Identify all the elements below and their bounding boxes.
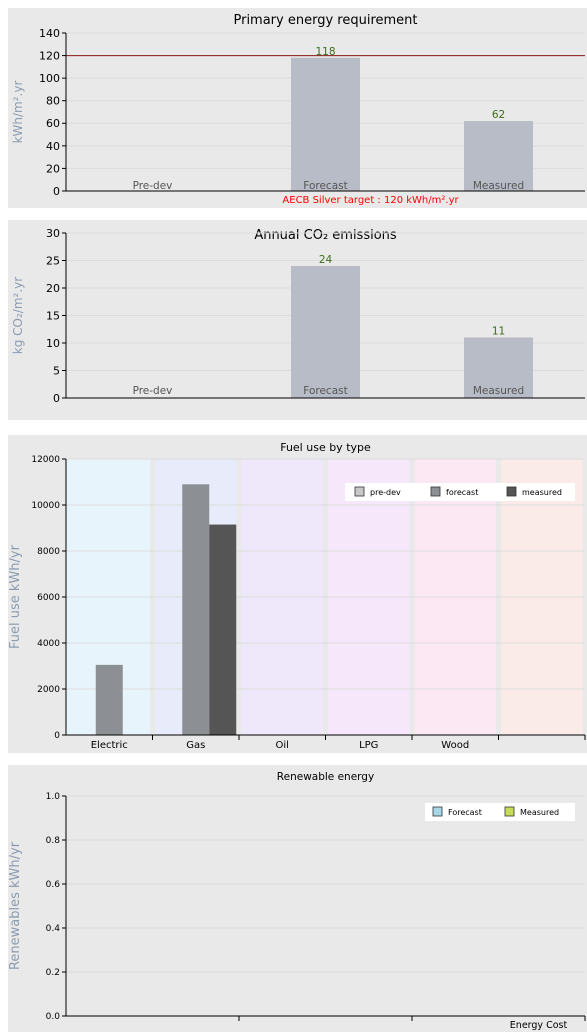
chart-panel-primary-energy: Primary energy requirement 0 20 40 60 80 100 12… [8,8,587,208]
y-tick-label: 0.6 [46,880,61,890]
bar-value-label: 24 [319,254,333,266]
chart-co2-emissions: Annual CO₂ emissions 0 5 10 15 20 25 30 kg CO₂/m… [11,227,585,405]
y-tick-label: 1.0 [46,792,61,802]
legend-label-measured: Measured [520,808,559,817]
legend-label-forecast: Forecast [448,808,482,817]
chart-title: Annual CO₂ emissions [254,228,397,243]
chart-fuel-use: Fuel use by type 0 2000 4000 6000 8000 10000 12… [8,441,586,751]
y-tick-label: 100 [39,72,60,85]
y-tick-label: 30 [46,227,60,240]
y-tick-label: 20 [46,162,60,175]
chart-title: Fuel use by type [280,441,371,454]
y-tick-label: 0.8 [46,836,61,846]
y-axis-label: Renewables kWh/yr [8,841,23,970]
legend-swatch-forecast [430,486,441,497]
y-tick-label: 0 [53,185,60,198]
category-label: Gas [186,740,205,751]
y-tick-label: 8000 [37,547,60,557]
bar-value-label: 62 [492,109,505,121]
category-label: Pre-dev [133,180,173,192]
bar-forecast [291,57,360,192]
category-label: Forecast [303,385,347,397]
bar-measured-gas [209,524,237,735]
legend-swatch-pre-dev [354,486,365,497]
y-tick-label: 0.0 [46,1012,61,1022]
legend-label-forecast: forecast [446,488,478,497]
bar-forecast [291,266,360,398]
y-tick-label: 25 [46,254,60,267]
bar-forecast-electric [95,664,123,735]
y-tick-label: 0 [54,731,60,741]
chart-title: Primary energy requirement [233,13,417,28]
y-tick-label: 6000 [37,593,60,603]
y-tick-label: 60 [46,117,60,130]
legend-swatch-measured [504,806,515,817]
y-tick-label: 2000 [37,685,60,695]
category-label: LPG [359,740,378,751]
y-tick-label: 120 [39,50,60,63]
category-label: Wood [441,740,469,751]
category-label: Measured [473,385,524,397]
chart-primary-energy: Primary energy requirement 0 20 40 60 80 100 12… [11,13,585,206]
y-tick-label: 5 [53,364,60,377]
bar-value-label: 118 [315,46,335,58]
y-tick-label: 15 [46,309,60,322]
legend-swatch-forecast [432,806,443,817]
y-tick-label: 10 [46,337,60,350]
legend-label-measured: measured [522,488,562,497]
chart-panel-renewables: Renewable energy 0.0 0.2 0.4 0.6 0.8 1.0 Renewa… [8,765,587,1032]
category-label: Pre-dev [133,385,173,397]
y-tick-label: 140 [39,27,60,40]
y-tick-label: 0.4 [46,924,61,934]
category-label: Forecast [303,180,347,192]
bar-value-label: 11 [492,326,505,338]
y-axis-label: kg CO₂/m².yr [11,277,25,354]
legend-box [425,803,575,821]
y-tick-label: 4000 [37,639,60,649]
legend-box [345,483,575,501]
chart-renewables: Renewable energy 0.0 0.2 0.4 0.6 0.8 1.0 Renewa… [8,771,586,1031]
legend-swatch-measured [506,486,517,497]
y-axis-label: Fuel use kWh/yr [8,544,23,649]
y-tick-label: 12000 [31,455,60,465]
y-tick-label: 40 [46,140,60,153]
chart-title: Renewable energy [277,771,374,783]
bar-measured [464,337,533,398]
bar-measured [464,121,533,191]
category-label: Oil [276,740,289,751]
chart-panel-fuel-use: Fuel use by type 0 2000 4000 6000 8000 10000 12… [8,435,587,753]
category-label: Electric [91,740,128,751]
bar-forecast-gas [182,484,210,735]
target-label: AECB Silver target : 120 kWh/m².yr [282,195,459,206]
category-label: Energy Cost [510,1020,568,1031]
chart-panel-co2: Annual CO₂ emissions 0 5 10 15 20 25 30 kg CO₂/m… [8,220,587,420]
y-tick-label: 0.2 [46,968,60,978]
y-axis-label: kWh/m².yr [11,81,25,144]
category-label: Measured [473,180,524,192]
y-tick-label: 0 [53,392,60,405]
legend-label-pre-dev: pre-dev [370,488,401,497]
y-tick-label: 80 [46,95,60,108]
y-tick-label: 10000 [31,501,60,511]
y-tick-label: 20 [46,282,60,295]
